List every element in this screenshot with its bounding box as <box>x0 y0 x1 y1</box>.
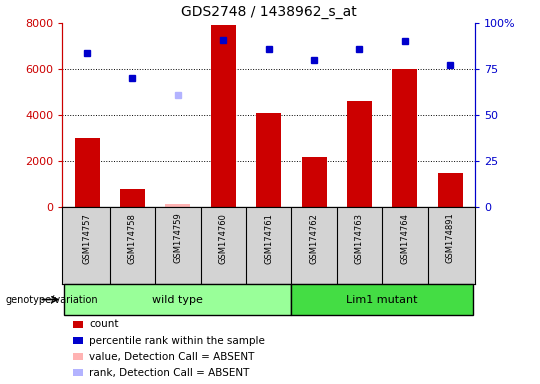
Bar <box>292 284 473 315</box>
Text: GSM174759: GSM174759 <box>173 213 183 263</box>
Text: GSM174760: GSM174760 <box>219 213 228 263</box>
Text: Lim1 mutant: Lim1 mutant <box>346 295 418 305</box>
Bar <box>64 284 292 315</box>
Text: GSM174761: GSM174761 <box>264 213 273 263</box>
Text: GSM174891: GSM174891 <box>446 213 455 263</box>
Text: GSM174763: GSM174763 <box>355 213 364 264</box>
Bar <box>165 204 190 207</box>
Bar <box>438 173 463 207</box>
Text: GSM174757: GSM174757 <box>83 213 92 263</box>
Text: value, Detection Call = ABSENT: value, Detection Call = ABSENT <box>89 352 254 362</box>
Text: GSM174758: GSM174758 <box>128 213 137 263</box>
Bar <box>211 25 236 207</box>
Text: GSM174764: GSM174764 <box>400 213 409 263</box>
Bar <box>256 113 281 207</box>
Text: percentile rank within the sample: percentile rank within the sample <box>89 336 265 346</box>
Text: wild type: wild type <box>152 295 203 305</box>
Title: GDS2748 / 1438962_s_at: GDS2748 / 1438962_s_at <box>181 5 356 19</box>
Text: rank, Detection Call = ABSENT: rank, Detection Call = ABSENT <box>89 368 249 378</box>
Bar <box>301 157 327 207</box>
Bar <box>393 69 417 207</box>
Text: genotype/variation: genotype/variation <box>5 295 98 305</box>
Bar <box>347 101 372 207</box>
Bar <box>75 138 99 207</box>
Bar <box>120 189 145 207</box>
Text: GSM174762: GSM174762 <box>309 213 319 263</box>
Text: count: count <box>89 319 119 329</box>
